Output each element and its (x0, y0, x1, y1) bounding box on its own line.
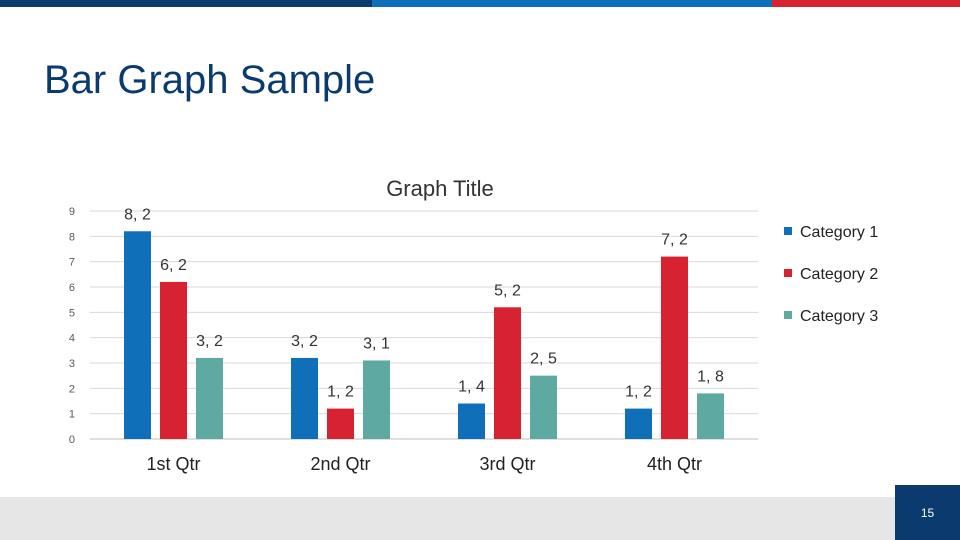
data-label: 1, 2 (327, 384, 354, 401)
bar (697, 393, 724, 439)
x-tick-label: 4th Qtr (647, 454, 702, 474)
y-tick-label: 2 (69, 383, 75, 395)
bar (458, 403, 485, 439)
y-tick-label: 3 (69, 358, 75, 370)
accent-segment-navy (0, 0, 372, 7)
bar (494, 307, 521, 439)
data-label: 1, 2 (625, 384, 652, 401)
accent-segment-red (772, 0, 960, 7)
legend-swatch (784, 269, 792, 277)
y-tick-label: 6 (69, 282, 75, 294)
data-label: 1, 4 (458, 379, 485, 396)
bar (196, 357, 223, 439)
legend-label: Category 2 (800, 266, 878, 283)
data-label: 5, 2 (494, 282, 521, 299)
bar (363, 360, 390, 439)
accent-segment-blue (372, 0, 772, 7)
data-label: 6, 2 (160, 257, 187, 274)
data-label: 3, 1 (363, 335, 390, 352)
x-tick-label: 1st Qtr (146, 454, 200, 474)
y-tick-label: 0 (69, 434, 75, 446)
y-tick-label: 1 (69, 409, 75, 421)
data-label: 3, 2 (196, 333, 223, 350)
page-number: 15 (895, 485, 960, 540)
bar (327, 408, 354, 439)
bar (625, 408, 652, 439)
x-tick-label: 3rd Qtr (479, 454, 535, 474)
chart-title: Graph Title (386, 176, 494, 201)
footer-bar (0, 497, 960, 540)
data-label: 3, 2 (291, 333, 318, 350)
data-label: 8, 2 (124, 206, 151, 223)
top-accent-bar (0, 0, 960, 7)
data-label: 7, 2 (661, 232, 688, 249)
bar (160, 281, 187, 439)
y-tick-label: 8 (69, 231, 75, 243)
y-tick-label: 4 (69, 333, 75, 345)
bar (661, 256, 688, 439)
y-tick-label: 5 (69, 307, 75, 319)
x-tick-label: 2nd Qtr (310, 454, 370, 474)
bar (530, 375, 557, 439)
legend-label: Category 1 (800, 224, 878, 241)
y-tick-label: 9 (69, 206, 75, 218)
bar (291, 357, 318, 439)
legend-swatch (784, 311, 792, 319)
data-label: 1, 8 (697, 368, 724, 385)
y-tick-label: 7 (69, 257, 75, 269)
legend-label: Category 3 (800, 308, 878, 325)
bar (124, 231, 151, 439)
slide-title: Bar Graph Sample (44, 58, 376, 102)
data-label: 2, 5 (530, 351, 557, 368)
legend-swatch (784, 227, 792, 235)
